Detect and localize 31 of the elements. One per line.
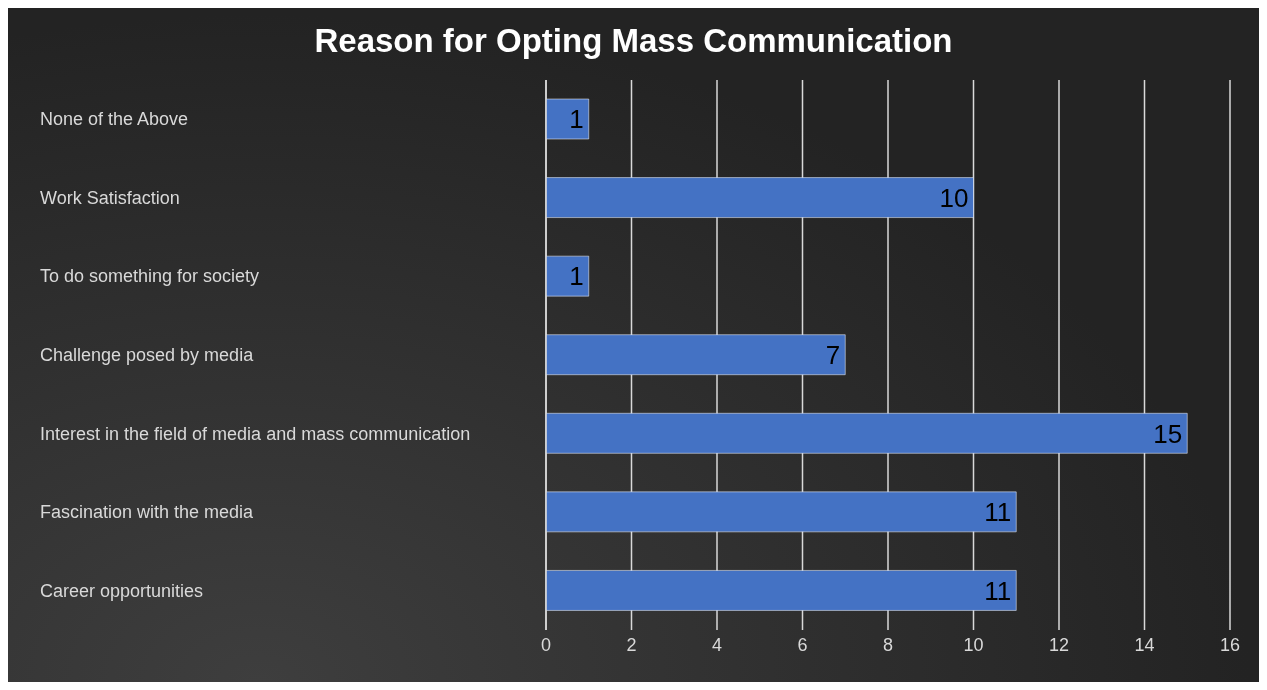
data-label: 7 [825, 339, 841, 370]
chart-title: Reason for Opting Mass Communication [313, 22, 954, 60]
bar [546, 413, 1188, 454]
x-tick-label: 16 [1219, 634, 1241, 655]
x-tick-label: 14 [1134, 634, 1155, 655]
bar [546, 98, 589, 140]
y-tick-label: Career opportunities [40, 580, 204, 601]
x-tick-label: 8 [882, 634, 894, 655]
bar [546, 334, 846, 375]
bar [546, 570, 1017, 611]
data-label: 1 [569, 261, 584, 292]
y-tick-label: Interest in the field of media and mass communication [40, 423, 471, 444]
y-tick-label: To do something for society [40, 266, 260, 287]
y-tick-label: Challenge posed by media [40, 345, 255, 365]
data-label: 10 [939, 182, 969, 213]
data-label: 15 [1153, 418, 1183, 449]
y-tick-label: Work Satisfaction [40, 187, 180, 208]
data-label: 11 [984, 575, 1012, 606]
x-tick-label: 0 [540, 634, 552, 655]
data-label: 1 [569, 104, 584, 135]
y-tick-label: None of the Above [40, 109, 189, 130]
x-tick-label: 2 [626, 634, 637, 655]
x-tick-label: 12 [1048, 634, 1070, 655]
x-tick-label: 10 [963, 634, 984, 655]
x-tick-label: 4 [711, 634, 723, 655]
y-tick-label: Fascination with the media [40, 502, 255, 523]
bar [546, 255, 589, 297]
bar [546, 491, 1017, 533]
bar [546, 177, 974, 218]
x-tick-label: 6 [797, 634, 808, 655]
data-label: 11 [984, 497, 1012, 528]
